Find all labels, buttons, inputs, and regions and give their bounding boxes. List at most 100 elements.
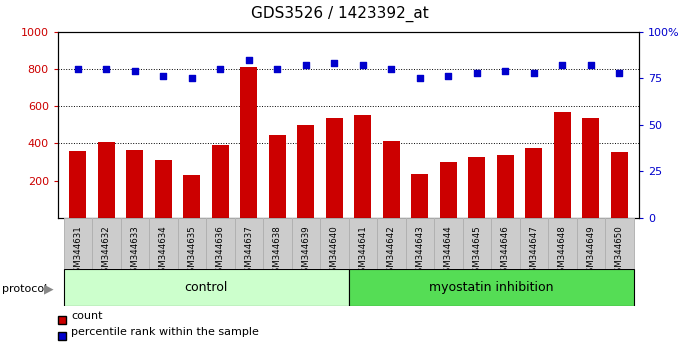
- Bar: [155, 160, 172, 218]
- Bar: [548, 218, 577, 269]
- Bar: [377, 218, 405, 269]
- Bar: [206, 218, 235, 269]
- Point: [272, 66, 283, 72]
- Text: GDS3526 / 1423392_at: GDS3526 / 1423392_at: [251, 5, 429, 22]
- Point: [528, 70, 539, 76]
- Text: count: count: [71, 311, 103, 321]
- Point: [414, 75, 425, 81]
- Text: GSM344641: GSM344641: [358, 225, 367, 278]
- Point: [243, 57, 254, 63]
- Bar: [320, 218, 348, 269]
- Bar: [240, 67, 257, 218]
- Point: [557, 62, 568, 68]
- Bar: [611, 152, 628, 218]
- Text: GSM344642: GSM344642: [387, 225, 396, 278]
- Text: GSM344638: GSM344638: [273, 225, 282, 278]
- Bar: [177, 218, 206, 269]
- Text: GSM344645: GSM344645: [472, 225, 481, 278]
- Point: [101, 66, 112, 72]
- Text: GSM344646: GSM344646: [500, 225, 510, 278]
- Bar: [63, 218, 92, 269]
- Bar: [292, 218, 320, 269]
- Text: percentile rank within the sample: percentile rank within the sample: [71, 327, 259, 337]
- Bar: [292, 218, 320, 269]
- Bar: [69, 151, 86, 218]
- Text: GSM344640: GSM344640: [330, 225, 339, 278]
- Text: control: control: [184, 281, 228, 294]
- Bar: [297, 125, 314, 218]
- Bar: [354, 115, 371, 218]
- Text: GSM344637: GSM344637: [244, 225, 253, 278]
- Bar: [496, 154, 514, 218]
- Bar: [462, 218, 491, 269]
- Point: [386, 66, 396, 72]
- Bar: [98, 142, 115, 218]
- Point: [186, 75, 197, 81]
- Bar: [434, 218, 462, 269]
- Bar: [349, 218, 377, 269]
- Bar: [582, 118, 599, 218]
- Text: GSM344632: GSM344632: [102, 225, 111, 278]
- Bar: [520, 218, 548, 269]
- Text: GSM344648: GSM344648: [558, 225, 566, 278]
- Text: GSM344649: GSM344649: [586, 225, 595, 278]
- Bar: [491, 218, 520, 269]
- Point: [158, 74, 169, 79]
- Bar: [605, 218, 634, 269]
- Bar: [469, 157, 486, 218]
- Bar: [377, 218, 405, 269]
- Text: protocol: protocol: [2, 284, 48, 293]
- Bar: [92, 218, 120, 269]
- Text: GSM344634: GSM344634: [158, 225, 168, 278]
- Bar: [183, 175, 201, 218]
- Bar: [126, 150, 143, 218]
- Text: GSM344644: GSM344644: [444, 225, 453, 278]
- Text: GSM344631: GSM344631: [73, 225, 82, 278]
- Bar: [383, 141, 400, 218]
- Point: [72, 66, 83, 72]
- Point: [357, 62, 368, 68]
- Text: GSM344639: GSM344639: [301, 225, 310, 278]
- Bar: [525, 148, 543, 218]
- Point: [471, 70, 482, 76]
- Bar: [411, 174, 428, 218]
- Text: GSM344633: GSM344633: [131, 225, 139, 278]
- Bar: [405, 218, 434, 269]
- Bar: [120, 218, 149, 269]
- Point: [215, 66, 226, 72]
- Bar: [149, 218, 177, 269]
- Point: [614, 70, 625, 76]
- Bar: [320, 218, 348, 269]
- Bar: [349, 269, 634, 306]
- Bar: [63, 269, 349, 306]
- Text: GSM344643: GSM344643: [415, 225, 424, 278]
- Bar: [326, 118, 343, 218]
- Bar: [577, 218, 605, 269]
- Text: ▶: ▶: [44, 282, 54, 295]
- Bar: [349, 218, 377, 269]
- Bar: [548, 218, 577, 269]
- Bar: [434, 218, 462, 269]
- Point: [500, 68, 511, 74]
- Bar: [120, 218, 149, 269]
- Bar: [269, 135, 286, 218]
- Point: [585, 62, 596, 68]
- Bar: [206, 218, 235, 269]
- Text: GSM344636: GSM344636: [216, 225, 225, 278]
- Point: [129, 68, 140, 74]
- Bar: [263, 218, 292, 269]
- Text: GSM344650: GSM344650: [615, 225, 624, 278]
- Bar: [462, 218, 491, 269]
- Bar: [577, 218, 605, 269]
- Bar: [554, 112, 571, 218]
- Bar: [520, 218, 548, 269]
- Bar: [177, 218, 206, 269]
- Bar: [263, 218, 292, 269]
- Text: GSM344635: GSM344635: [187, 225, 197, 278]
- Point: [443, 74, 454, 79]
- Bar: [211, 145, 228, 218]
- Bar: [63, 218, 92, 269]
- Bar: [440, 162, 457, 218]
- Bar: [235, 218, 263, 269]
- Point: [301, 62, 311, 68]
